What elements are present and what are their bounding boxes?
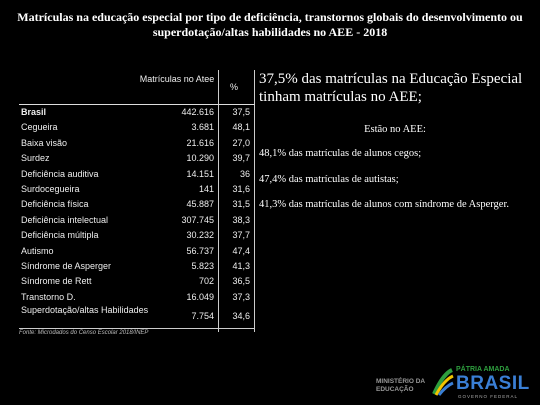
table-header: Matrículas no Atee % bbox=[19, 70, 255, 105]
column-header-count: Matrículas no Atee bbox=[139, 74, 215, 84]
row-pct: 36,5 bbox=[232, 276, 250, 287]
row-count: 442.616 bbox=[181, 107, 214, 117]
row-label: Deficiência múltipla bbox=[21, 230, 99, 241]
row-label: Surdez bbox=[21, 153, 50, 164]
table-row: Deficiência física 45.887 31,5 bbox=[19, 197, 255, 212]
summary-item: 47,4% das matrículas de autistas; bbox=[259, 173, 399, 185]
row-label: Autismo bbox=[21, 245, 54, 256]
governo-federal-text: GOVERNO FEDERAL bbox=[458, 394, 519, 399]
row-label: Transtorno D. bbox=[21, 291, 76, 302]
table-source: Fonte: Microdados do Censo Escolar 2018/… bbox=[19, 328, 255, 336]
row-count: 16.049 bbox=[186, 291, 214, 302]
row-count: 7.754 bbox=[191, 311, 214, 322]
brasil-flag-icon bbox=[432, 368, 454, 396]
table-row: Síndrome de Rett 702 36,5 bbox=[19, 274, 255, 289]
row-pct: 34,6 bbox=[232, 311, 250, 322]
row-count: 10.290 bbox=[186, 153, 214, 164]
table-row: Cegueira 3.681 48,1 bbox=[19, 120, 255, 135]
table-row: Baixa visão 21.616 27,0 bbox=[19, 136, 255, 151]
table-row: Deficiência auditiva 14.151 36 bbox=[19, 167, 255, 182]
summary-item: 48,1% das matrículas de alunos cegos; bbox=[259, 148, 422, 159]
row-pct: 39,7 bbox=[232, 153, 250, 164]
row-count: 141 bbox=[198, 183, 214, 194]
row-pct: 27,0 bbox=[232, 137, 250, 148]
row-pct: 31,6 bbox=[232, 183, 250, 194]
row-label: Síndrome de Asperger bbox=[21, 260, 112, 271]
row-label: Brasil bbox=[21, 107, 47, 117]
row-label: Surdocegueira bbox=[21, 183, 80, 194]
row-count: 56.737 bbox=[186, 245, 214, 256]
row-label: Deficiência física bbox=[21, 199, 89, 210]
table-row: Surdocegueira 141 31,6 bbox=[19, 182, 255, 197]
table-row: Transtorno D. 16.049 37,3 bbox=[19, 290, 255, 305]
table-row: Deficiência intelectual 307.745 38,3 bbox=[19, 213, 255, 228]
row-label: Superdotação/altas Habilidades bbox=[21, 305, 149, 316]
row-pct: 36 bbox=[239, 168, 250, 179]
table-divider bbox=[254, 70, 255, 332]
table-divider bbox=[218, 70, 219, 332]
table-row: Surdez 10.290 39,7 bbox=[19, 151, 255, 166]
row-label: Cegueira bbox=[21, 122, 58, 133]
table-row: Autismo 56.737 47,4 bbox=[19, 244, 255, 259]
row-pct: 37,7 bbox=[232, 230, 250, 241]
government-logos: MINISTÉRIO DA EDUCAÇÃO PÁTRIA AMADA BRAS… bbox=[376, 366, 536, 401]
summary-item: 41,3% das matrículas de alunos com síndr… bbox=[259, 199, 510, 210]
row-count: 307.745 bbox=[181, 214, 214, 225]
row-label: Deficiência auditiva bbox=[21, 168, 99, 179]
brasil-wordmark: BRASIL bbox=[456, 373, 530, 394]
enrollment-table: Matrículas no Atee % Brasil 442.616 37,5 Ce… bbox=[19, 70, 255, 336]
headline: 37,5% das matrículas na Educação Especia… bbox=[259, 71, 523, 105]
row-pct: 41,3 bbox=[232, 260, 250, 271]
row-count: 45.887 bbox=[186, 199, 214, 210]
row-pct: 37,5 bbox=[232, 107, 250, 117]
row-count: 14.151 bbox=[186, 168, 214, 179]
row-pct: 48,1 bbox=[232, 122, 250, 133]
row-label: Síndrome de Rett bbox=[21, 276, 92, 287]
row-pct: 31,5 bbox=[232, 199, 250, 210]
row-label: Deficiência intelectual bbox=[21, 214, 109, 225]
patria-amada-text: PÁTRIA AMADA bbox=[456, 366, 510, 373]
row-pct: 47,4 bbox=[232, 245, 250, 256]
table-row: Deficiência múltipla 30.232 37,7 bbox=[19, 228, 255, 243]
column-header-pct: % bbox=[229, 82, 238, 92]
row-count: 702 bbox=[198, 276, 214, 287]
row-pct: 37,3 bbox=[232, 291, 250, 302]
row-pct: 38,3 bbox=[232, 214, 250, 225]
mec-logo: MINISTÉRIO DA EDUCAÇÃO bbox=[376, 378, 426, 393]
row-label: Baixa visão bbox=[21, 137, 68, 148]
table-row: Síndrome de Asperger 5.823 41,3 bbox=[19, 259, 255, 274]
table-row: Superdotação/altas Habilidades 7.754 34,6 bbox=[19, 305, 255, 327]
summary-panel: 37,5% das matrículas na Educação Especia… bbox=[259, 70, 531, 212]
estao-label: Estão no AEE: bbox=[364, 124, 426, 135]
row-count: 30.232 bbox=[186, 230, 214, 241]
table-row: Brasil 442.616 37,5 bbox=[19, 105, 255, 120]
slide-title: Matrículas na educação especial por tipo… bbox=[17, 10, 523, 39]
row-count: 21.616 bbox=[186, 137, 214, 148]
row-count: 3.681 bbox=[191, 122, 214, 133]
row-count: 5.823 bbox=[191, 260, 214, 271]
